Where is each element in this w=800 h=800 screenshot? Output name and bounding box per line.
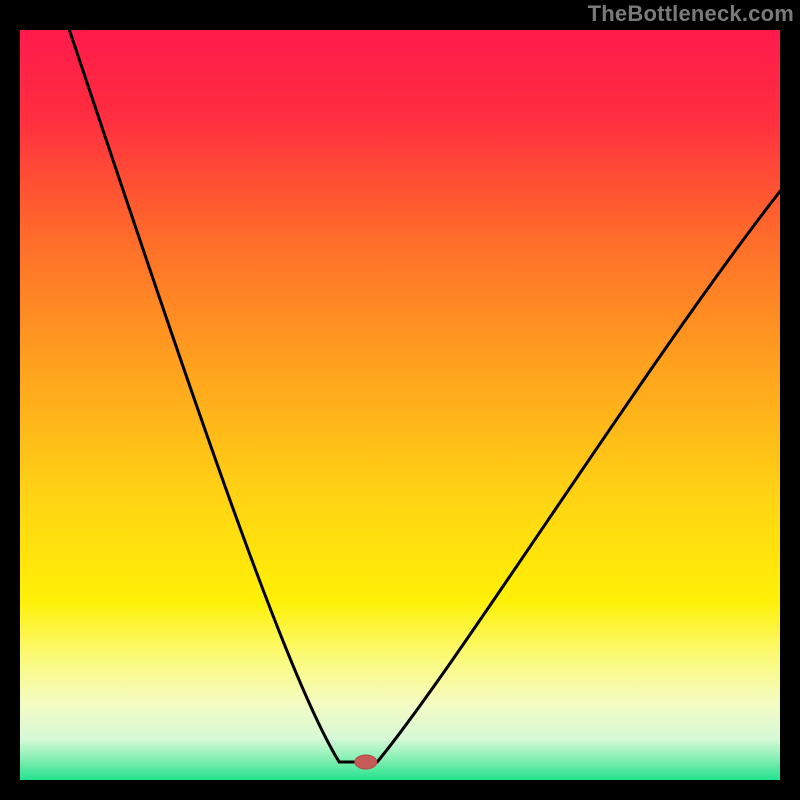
optimal-point-marker: [355, 755, 377, 769]
chart-container: TheBottleneck.com: [0, 0, 800, 800]
plot-background: [20, 30, 780, 780]
watermark-text: TheBottleneck.com: [588, 1, 794, 27]
bottleneck-chart: [0, 0, 800, 800]
